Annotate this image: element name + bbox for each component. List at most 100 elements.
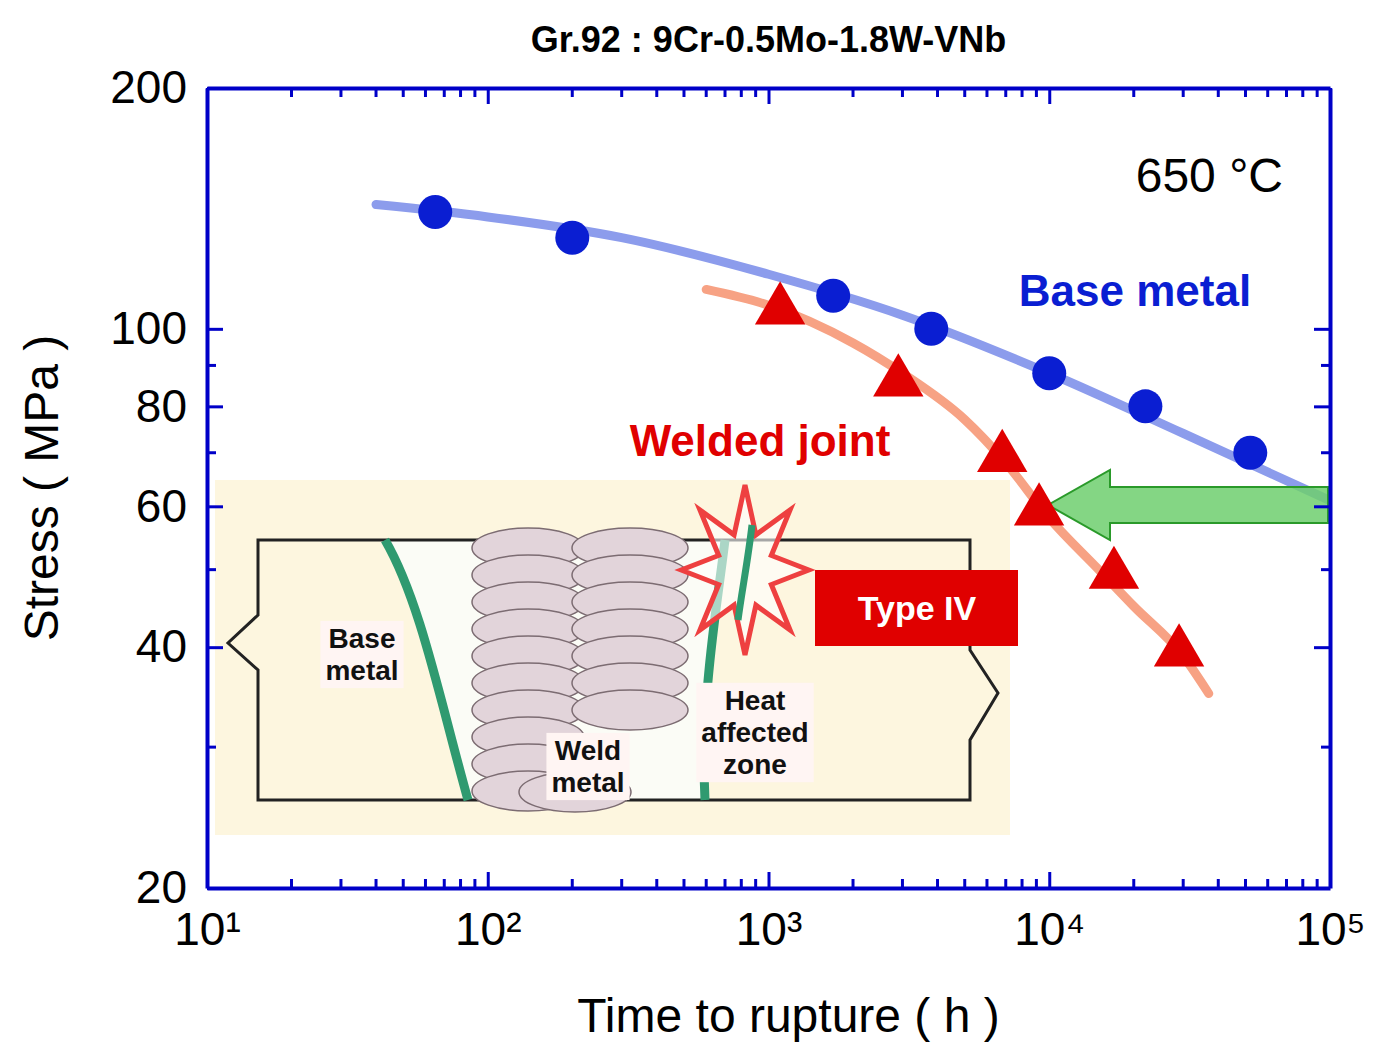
tick: 10³ <box>736 872 802 955</box>
tick-mark <box>1314 405 1330 408</box>
tick-label: 80 <box>136 380 187 432</box>
axis: 20 40 60 80 100 200 <box>110 61 223 913</box>
minor-tick <box>1021 879 1024 888</box>
inset-label-patch <box>320 621 403 688</box>
axis <box>1314 89 1331 889</box>
minor-tick <box>936 879 939 888</box>
tick <box>488 88 489 104</box>
tick: 100 <box>110 302 223 354</box>
data-point <box>1032 356 1066 390</box>
minor-tick <box>1004 88 1007 97</box>
minor-tick <box>402 879 405 888</box>
tick-label: 20 <box>136 861 187 913</box>
minor-tick <box>1321 746 1330 749</box>
tick: 200 <box>110 61 223 113</box>
tick <box>1314 329 1330 330</box>
tick-label: 100 <box>110 302 187 354</box>
minor-tick <box>754 88 757 97</box>
tick: 60 <box>136 480 223 532</box>
tick-mark <box>1048 872 1051 888</box>
minor-tick <box>682 88 685 97</box>
minor-tick <box>424 879 427 888</box>
minor-tick <box>1301 879 1304 888</box>
data-point <box>1128 389 1162 423</box>
inset-label: Basemetal <box>325 623 398 686</box>
minor-tick <box>740 879 743 888</box>
tick-label: 200 <box>110 61 187 113</box>
y-axis-title: Stress ( MPa ) <box>15 335 68 642</box>
minor-tick <box>1244 879 1247 888</box>
minor-tick <box>985 88 988 97</box>
tick-mark <box>1314 505 1330 508</box>
axis-line <box>206 89 210 889</box>
axis-line <box>1329 89 1333 889</box>
chart: Gr.92 : 9Cr-0.5Mo-1.8W-VNbBasemetalWeldm… <box>0 0 1379 1051</box>
data-point <box>1014 482 1064 525</box>
minor-tick <box>852 879 855 888</box>
tick: 40 <box>136 620 223 672</box>
series-label: Welded joint <box>630 416 891 465</box>
minor-tick <box>290 879 293 888</box>
tick-mark <box>768 88 771 104</box>
minor-tick <box>473 88 476 97</box>
data-point <box>873 353 923 396</box>
minor-tick <box>1316 879 1319 888</box>
minor-tick <box>852 88 855 97</box>
minor-tick <box>724 88 727 97</box>
minor-tick <box>1321 568 1330 571</box>
minor-tick <box>473 879 476 888</box>
minor-tick <box>571 879 574 888</box>
minor-tick <box>207 451 216 454</box>
minor-tick <box>985 879 988 888</box>
plot-points <box>418 195 1267 666</box>
minor-tick <box>339 879 342 888</box>
tick-mark <box>487 88 490 104</box>
minor-tick <box>207 568 216 571</box>
tick-label: 60 <box>136 480 187 532</box>
minor-tick <box>963 879 966 888</box>
minor-tick <box>705 879 708 888</box>
series-label: Base metal <box>1019 266 1251 315</box>
minor-tick <box>207 364 216 367</box>
minor-tick <box>901 879 904 888</box>
minor-tick <box>682 879 685 888</box>
minor-tick <box>1217 879 1220 888</box>
data-point <box>418 195 452 229</box>
minor-tick <box>339 88 342 97</box>
minor-tick <box>1021 88 1024 97</box>
minor-tick <box>1182 88 1185 97</box>
inset-label: Heataffectedzone <box>701 685 808 780</box>
inset-label-group: Type IV <box>858 589 977 627</box>
inset-label: Type IV <box>858 589 977 627</box>
minor-tick <box>620 879 623 888</box>
minor-tick <box>443 88 446 97</box>
minor-tick <box>1182 879 1185 888</box>
inset-label-patch <box>546 733 629 800</box>
minor-tick <box>1285 88 1288 97</box>
tick: 10² <box>455 872 521 955</box>
minor-tick <box>901 88 904 97</box>
minor-tick <box>963 88 966 97</box>
minor-tick <box>1316 88 1319 97</box>
inset-background <box>215 480 1010 835</box>
tick <box>769 88 770 104</box>
weld-bead <box>572 690 688 730</box>
data-point <box>1233 436 1267 470</box>
minor-tick <box>1266 88 1269 97</box>
minor-tick <box>1321 364 1330 367</box>
tick: 80 <box>136 380 223 432</box>
minor-tick <box>1132 88 1135 97</box>
data-point <box>1089 546 1139 589</box>
minor-tick <box>1132 879 1135 888</box>
tick-mark <box>487 872 490 888</box>
minor-tick <box>1321 451 1330 454</box>
minor-tick <box>655 879 658 888</box>
minor-tick <box>1266 879 1269 888</box>
data-point <box>755 281 805 324</box>
plot-marks <box>376 205 1330 694</box>
minor-tick <box>443 879 446 888</box>
tick-label: 10³ <box>736 903 802 955</box>
tick-mark <box>207 887 223 890</box>
minor-tick <box>1285 879 1288 888</box>
minor-tick <box>1035 88 1038 97</box>
